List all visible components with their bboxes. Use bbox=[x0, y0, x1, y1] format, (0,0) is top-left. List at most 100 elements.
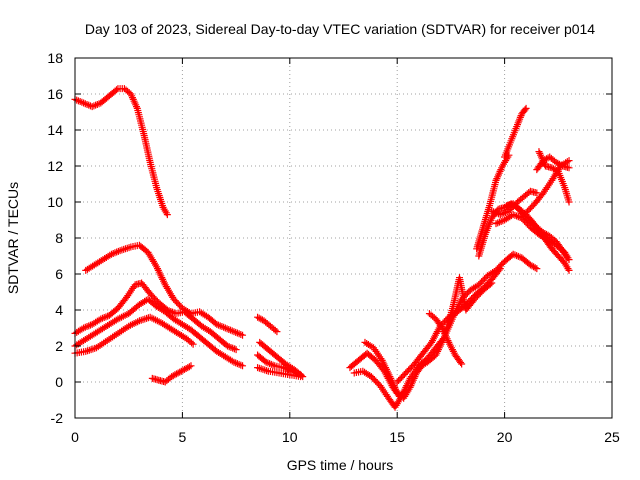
data-point bbox=[214, 321, 222, 329]
data-point bbox=[80, 99, 88, 107]
data-point bbox=[220, 323, 228, 331]
series-group bbox=[254, 364, 305, 381]
data-point bbox=[100, 314, 108, 322]
data-point bbox=[90, 102, 98, 110]
data-point bbox=[92, 101, 100, 109]
data-point bbox=[264, 359, 272, 367]
data-point bbox=[216, 322, 224, 330]
data-point bbox=[232, 359, 240, 367]
data-point bbox=[113, 86, 121, 94]
x-tick-label: 25 bbox=[604, 429, 620, 445]
data-point bbox=[494, 219, 502, 227]
x-tick-label: 15 bbox=[389, 429, 405, 445]
y-tick-label: -2 bbox=[51, 410, 64, 426]
data-point bbox=[509, 211, 517, 219]
data-point bbox=[80, 324, 88, 332]
x-tick-label: 20 bbox=[497, 429, 513, 445]
data-point bbox=[187, 362, 195, 370]
data-point bbox=[85, 322, 93, 330]
data-point bbox=[114, 247, 122, 255]
y-axis-title: SDTVAR / TECUs bbox=[5, 182, 21, 294]
data-point bbox=[495, 218, 503, 226]
series-group bbox=[71, 313, 197, 357]
data-point bbox=[232, 346, 240, 354]
data-point bbox=[239, 362, 247, 370]
grid-lines bbox=[75, 58, 612, 418]
data-point bbox=[221, 324, 229, 332]
data-point bbox=[522, 104, 530, 112]
data-point bbox=[73, 96, 81, 104]
y-tick-label: 10 bbox=[47, 194, 63, 210]
data-point bbox=[230, 358, 238, 366]
data-point bbox=[93, 100, 101, 108]
data-point bbox=[513, 212, 521, 220]
data-point bbox=[297, 373, 305, 381]
data-point bbox=[266, 360, 274, 368]
data-point bbox=[102, 313, 110, 321]
data-point bbox=[496, 265, 504, 273]
data-point bbox=[267, 360, 275, 368]
data-point bbox=[112, 316, 120, 324]
data-point bbox=[81, 100, 89, 108]
data-point bbox=[227, 343, 235, 351]
x-tick-label: 10 bbox=[282, 429, 298, 445]
data-point bbox=[235, 360, 243, 368]
series-group bbox=[415, 274, 496, 372]
data-point bbox=[188, 339, 196, 347]
data-point bbox=[533, 189, 541, 197]
data-point bbox=[113, 248, 121, 256]
y-tick-label: 4 bbox=[55, 302, 63, 318]
data-point bbox=[565, 266, 573, 274]
data-point bbox=[257, 315, 265, 323]
series-group bbox=[473, 151, 513, 253]
axes: 0 5 10 15 20 25 -2 0 2 4 6 8 10 12 14 16 18 bbox=[47, 50, 620, 445]
data-point bbox=[83, 100, 91, 108]
data-point bbox=[279, 364, 287, 372]
data-point bbox=[509, 250, 517, 258]
data-point bbox=[514, 213, 522, 221]
data-point bbox=[232, 328, 240, 336]
data-point bbox=[230, 345, 238, 353]
data-point bbox=[233, 329, 241, 337]
data-point bbox=[511, 211, 519, 219]
y-tick-label: 14 bbox=[47, 122, 63, 138]
data-point bbox=[239, 331, 247, 339]
data-point bbox=[488, 279, 496, 287]
y-tick-label: 18 bbox=[47, 50, 63, 66]
data-point bbox=[505, 151, 513, 159]
data-point bbox=[223, 325, 231, 333]
data-point bbox=[458, 360, 466, 368]
series-group bbox=[71, 279, 240, 354]
data-point bbox=[233, 360, 241, 368]
data-point bbox=[457, 359, 465, 366]
data-point bbox=[228, 327, 236, 335]
data-point bbox=[185, 363, 193, 371]
data-point bbox=[486, 280, 494, 288]
data-point bbox=[83, 323, 91, 331]
data-point bbox=[81, 323, 89, 331]
data-point bbox=[565, 256, 573, 264]
data-point bbox=[237, 361, 245, 369]
data-point bbox=[493, 209, 501, 217]
data-point bbox=[495, 266, 503, 274]
data-point bbox=[111, 249, 119, 257]
series-group bbox=[425, 310, 466, 368]
data-point bbox=[85, 101, 93, 109]
x-tick-label: 0 bbox=[71, 429, 79, 445]
x-tick-label: 5 bbox=[179, 429, 187, 445]
data-point bbox=[262, 358, 270, 366]
data-point bbox=[496, 211, 504, 219]
data-point bbox=[229, 344, 237, 352]
data-point bbox=[565, 164, 573, 172]
series-group bbox=[82, 241, 247, 339]
y-tick-label: 8 bbox=[55, 230, 63, 246]
y-tick-label: 0 bbox=[55, 374, 63, 390]
data-point bbox=[237, 330, 245, 338]
series-group bbox=[71, 295, 247, 370]
series-group bbox=[256, 338, 307, 381]
data-point bbox=[108, 250, 116, 258]
data-point bbox=[533, 265, 541, 273]
data-point bbox=[224, 342, 232, 350]
data-point bbox=[521, 106, 529, 114]
data-point bbox=[218, 323, 226, 331]
